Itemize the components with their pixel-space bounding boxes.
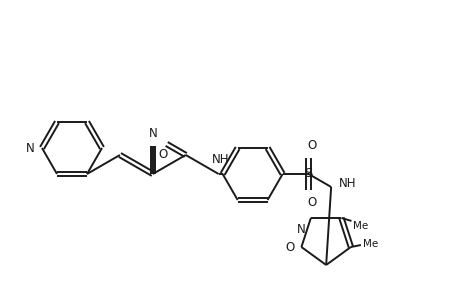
Text: O: O <box>285 241 294 254</box>
Text: N: N <box>26 142 35 154</box>
Text: O: O <box>306 139 316 152</box>
Text: Me: Me <box>362 239 377 249</box>
Text: N: N <box>148 127 157 140</box>
Text: NH: NH <box>338 178 356 190</box>
Text: O: O <box>158 148 167 161</box>
Text: O: O <box>306 196 316 209</box>
Text: Me: Me <box>353 221 368 231</box>
Text: N: N <box>297 223 305 236</box>
Text: S: S <box>304 167 312 181</box>
Text: NH: NH <box>212 153 229 166</box>
